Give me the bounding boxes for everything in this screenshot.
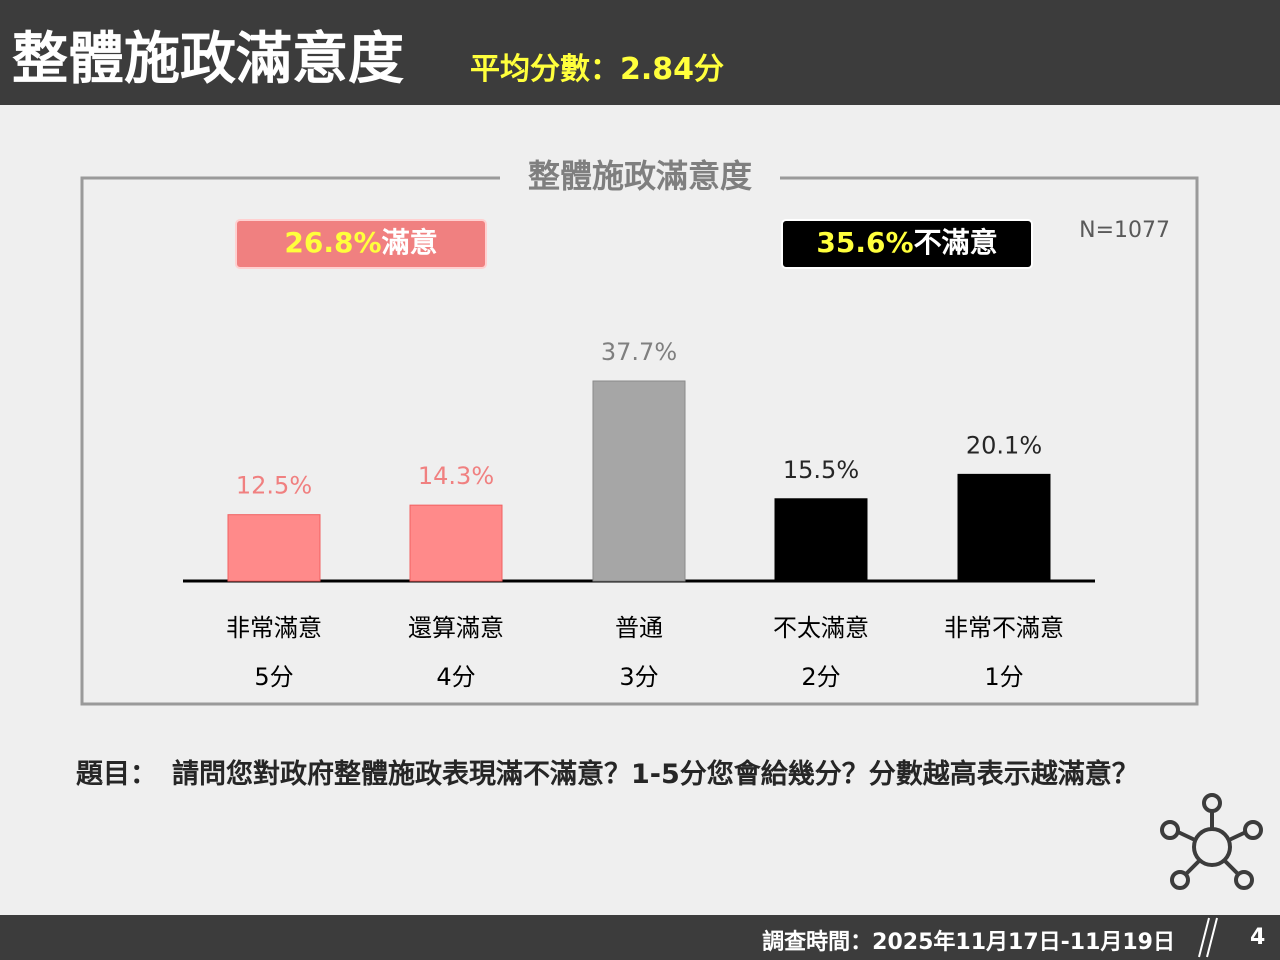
header: 整體施政滿意度 平均分數：2.84分: [0, 0, 1280, 105]
bar: [227, 514, 321, 582]
value-label: 37.7%: [601, 338, 677, 366]
score-label: 4分: [436, 663, 475, 691]
chart: 整體施政滿意度 N=1077 12.5% 非常滿意 5分 14.3% 還算滿意 4分 37.…: [80, 157, 1263, 890]
badge-label: 不滿意: [914, 226, 998, 259]
footer: 調查時間：2025年11月17日-11月19日 4: [0, 915, 1280, 960]
page-number: 4: [1250, 925, 1266, 950]
score-label: 3分: [619, 663, 658, 691]
footer-slashes: [1198, 917, 1218, 958]
badge-text: 26.8%滿意: [284, 226, 437, 259]
bar: [592, 380, 686, 582]
badge-value: 35.6%: [816, 226, 913, 259]
score-label: 2分: [801, 663, 840, 691]
chart-title: 整體施政滿意度: [528, 157, 752, 195]
score-label: 1分: [984, 663, 1023, 691]
badge-text: 35.6%不滿意: [816, 226, 997, 259]
category-label: 非常滿意: [226, 614, 322, 642]
value-label: 12.5%: [236, 472, 312, 500]
badge-label: 滿意: [382, 226, 438, 259]
page-title: 整體施政滿意度: [12, 27, 404, 92]
value-label: 20.1%: [966, 431, 1042, 459]
survey-period: 調查時間：2025年11月17日-11月19日: [762, 930, 1175, 955]
category-label: 還算滿意: [408, 614, 504, 642]
category-label: 不太滿意: [773, 614, 869, 642]
page-subtitle: 平均分數：2.84分: [470, 52, 725, 87]
value-label: 15.5%: [783, 456, 859, 484]
bar: [957, 473, 1051, 582]
bar: [409, 504, 503, 582]
question: 題目： 請問您對政府整體施政表現滿不滿意？1-5分您會給幾分？分數越高表示越滿意…: [76, 756, 1196, 794]
question-text: 請問您對政府整體施政表現滿不滿意？1-5分您會給幾分？分數越高表示越滿意？: [172, 759, 1139, 790]
value-label: 14.3%: [418, 462, 494, 490]
title-gap: [500, 160, 780, 200]
badge-box: [235, 219, 487, 269]
category-label: 普通: [615, 614, 663, 642]
sample-note: N=1077: [1079, 218, 1170, 243]
category-label: 非常不滿意: [944, 614, 1064, 642]
score-label: 5分: [254, 663, 293, 691]
question-label: 題目：: [76, 759, 157, 790]
badge-value: 26.8%: [284, 226, 381, 259]
bar: [774, 498, 868, 582]
logo-icon: [1160, 793, 1263, 890]
badge-box: [781, 219, 1033, 269]
